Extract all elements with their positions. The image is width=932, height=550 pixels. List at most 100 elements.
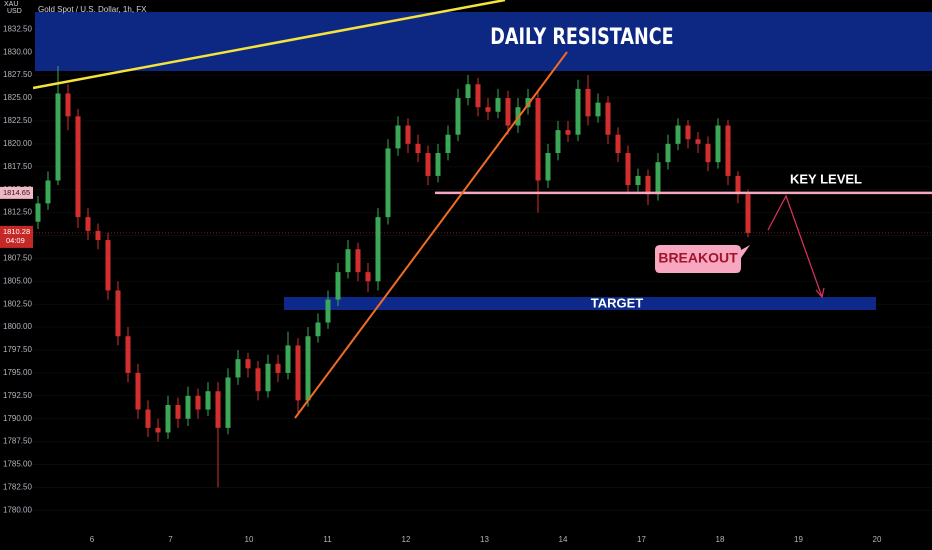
projection-arrow — [767, 194, 823, 298]
candle-body — [675, 125, 681, 144]
y-tick-label: 1807.50 — [3, 253, 32, 262]
candle-body — [745, 194, 751, 233]
candle-body — [665, 143, 671, 163]
trend-line — [294, 51, 568, 419]
y-tick-label: 1825.00 — [3, 93, 32, 102]
resistance-zone — [35, 12, 932, 71]
y-tick-label: 1827.50 — [3, 70, 32, 79]
last-price-tag — [0, 225, 33, 248]
candle-body — [535, 98, 541, 181]
candle-body — [45, 180, 51, 204]
y-tick-label: 1822.50 — [3, 116, 32, 125]
candle-body — [115, 290, 121, 337]
y-tick-label: 1830.00 — [3, 47, 32, 56]
symbol: USD — [7, 8, 22, 15]
candle-body — [135, 372, 141, 410]
y-tick-label: 1805.00 — [3, 276, 32, 285]
candle-body — [495, 98, 501, 112]
y-tick-label: 1787.50 — [3, 437, 32, 446]
x-tick-label: 13 — [480, 535, 489, 544]
y-tick-label: 1780.00 — [3, 505, 32, 514]
candle-body — [105, 240, 111, 291]
candle-body — [555, 130, 561, 154]
candle-body — [155, 427, 161, 433]
candle-body — [265, 363, 271, 392]
last-price: 1810.28 — [3, 227, 30, 236]
x-tick-label: 18 — [716, 535, 725, 544]
y-tick-label: 1790.00 — [3, 414, 32, 423]
x-tick-label: 19 — [794, 535, 803, 544]
candle-body — [615, 134, 621, 154]
candle-body — [195, 395, 201, 410]
y-tick-label: 1820.00 — [3, 139, 32, 148]
candle-body — [655, 162, 661, 195]
candle-body — [325, 299, 331, 323]
target-label: TARGET — [591, 295, 644, 310]
x-tick-label: 7 — [168, 535, 173, 544]
candle-body — [315, 322, 321, 337]
candle-body — [445, 134, 451, 154]
candle-body — [255, 368, 261, 392]
x-tick-label: 11 — [323, 535, 332, 544]
candle-body — [95, 230, 101, 241]
candle-body — [345, 249, 351, 273]
candle-body — [385, 148, 391, 218]
chart-title: Gold Spot / U.S. Dollar, 1h, FX — [38, 5, 147, 14]
breakout-label: BREAKOUT — [658, 250, 738, 266]
candle-body — [635, 175, 641, 186]
candle-body — [735, 175, 741, 195]
y-tick-label: 1797.50 — [3, 345, 32, 354]
x-tick-label: 6 — [90, 535, 95, 544]
y-tick-label: 1792.50 — [3, 391, 32, 400]
y-tick-label: 1812.50 — [3, 208, 32, 217]
y-tick-label: 1795.00 — [3, 368, 32, 377]
candle-body — [125, 336, 131, 373]
candle-body — [65, 93, 71, 117]
candle-body — [595, 102, 601, 117]
axis-layer: 1780.00 1782.50 1785.00 1787.50 1790.00 1792.… — [0, 24, 882, 544]
candle-body — [575, 88, 581, 135]
candle-body — [55, 93, 61, 181]
candle-body — [725, 125, 731, 176]
candle-body — [335, 272, 341, 300]
candle-body — [545, 153, 551, 181]
key-level-price: 1814.65 — [3, 188, 30, 197]
target-zone — [284, 297, 876, 310]
candle-body — [35, 203, 41, 222]
candle-body — [185, 395, 191, 419]
candle-body — [205, 391, 211, 410]
candle-body — [525, 98, 531, 108]
candle-body — [415, 143, 421, 154]
candle-body — [485, 107, 491, 112]
candles — [35, 65, 932, 488]
trend-line — [32, 0, 506, 90]
y-tick-label: 1832.50 — [3, 24, 32, 33]
y-tick-label: 1785.00 — [3, 460, 32, 469]
candle-body — [405, 125, 411, 144]
candle-body — [455, 98, 461, 135]
candle-body — [245, 359, 251, 369]
y-tick-label: 1817.50 — [3, 162, 32, 171]
x-tick-label: 14 — [559, 535, 568, 544]
candle-body — [145, 409, 151, 428]
candle-body — [295, 345, 301, 401]
price-axis — [0, 0, 33, 550]
candle-body — [365, 272, 371, 282]
candle-body — [305, 336, 311, 401]
candle-body — [165, 404, 171, 433]
symbol: XAU — [4, 1, 18, 8]
resistance-label: DAILY RESISTANCE — [490, 24, 673, 49]
candle-body — [465, 84, 471, 99]
candle-body — [715, 125, 721, 163]
candle-body — [565, 130, 571, 135]
x-tick-label: 20 — [873, 535, 882, 544]
key-level-label: KEY LEVEL — [790, 171, 862, 186]
candle-body — [85, 217, 91, 231]
key-level-tag — [0, 186, 33, 199]
candle-body — [695, 139, 701, 144]
candle-body — [225, 377, 231, 428]
breakout-bubble — [655, 245, 750, 273]
candle-body — [425, 153, 431, 176]
candle-body — [355, 249, 361, 273]
